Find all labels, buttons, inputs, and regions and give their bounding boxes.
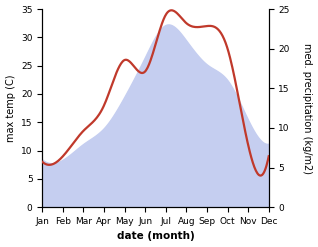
Y-axis label: max temp (C): max temp (C): [5, 74, 16, 142]
X-axis label: date (month): date (month): [117, 231, 194, 242]
Y-axis label: med. precipitation (kg/m2): med. precipitation (kg/m2): [302, 43, 313, 174]
